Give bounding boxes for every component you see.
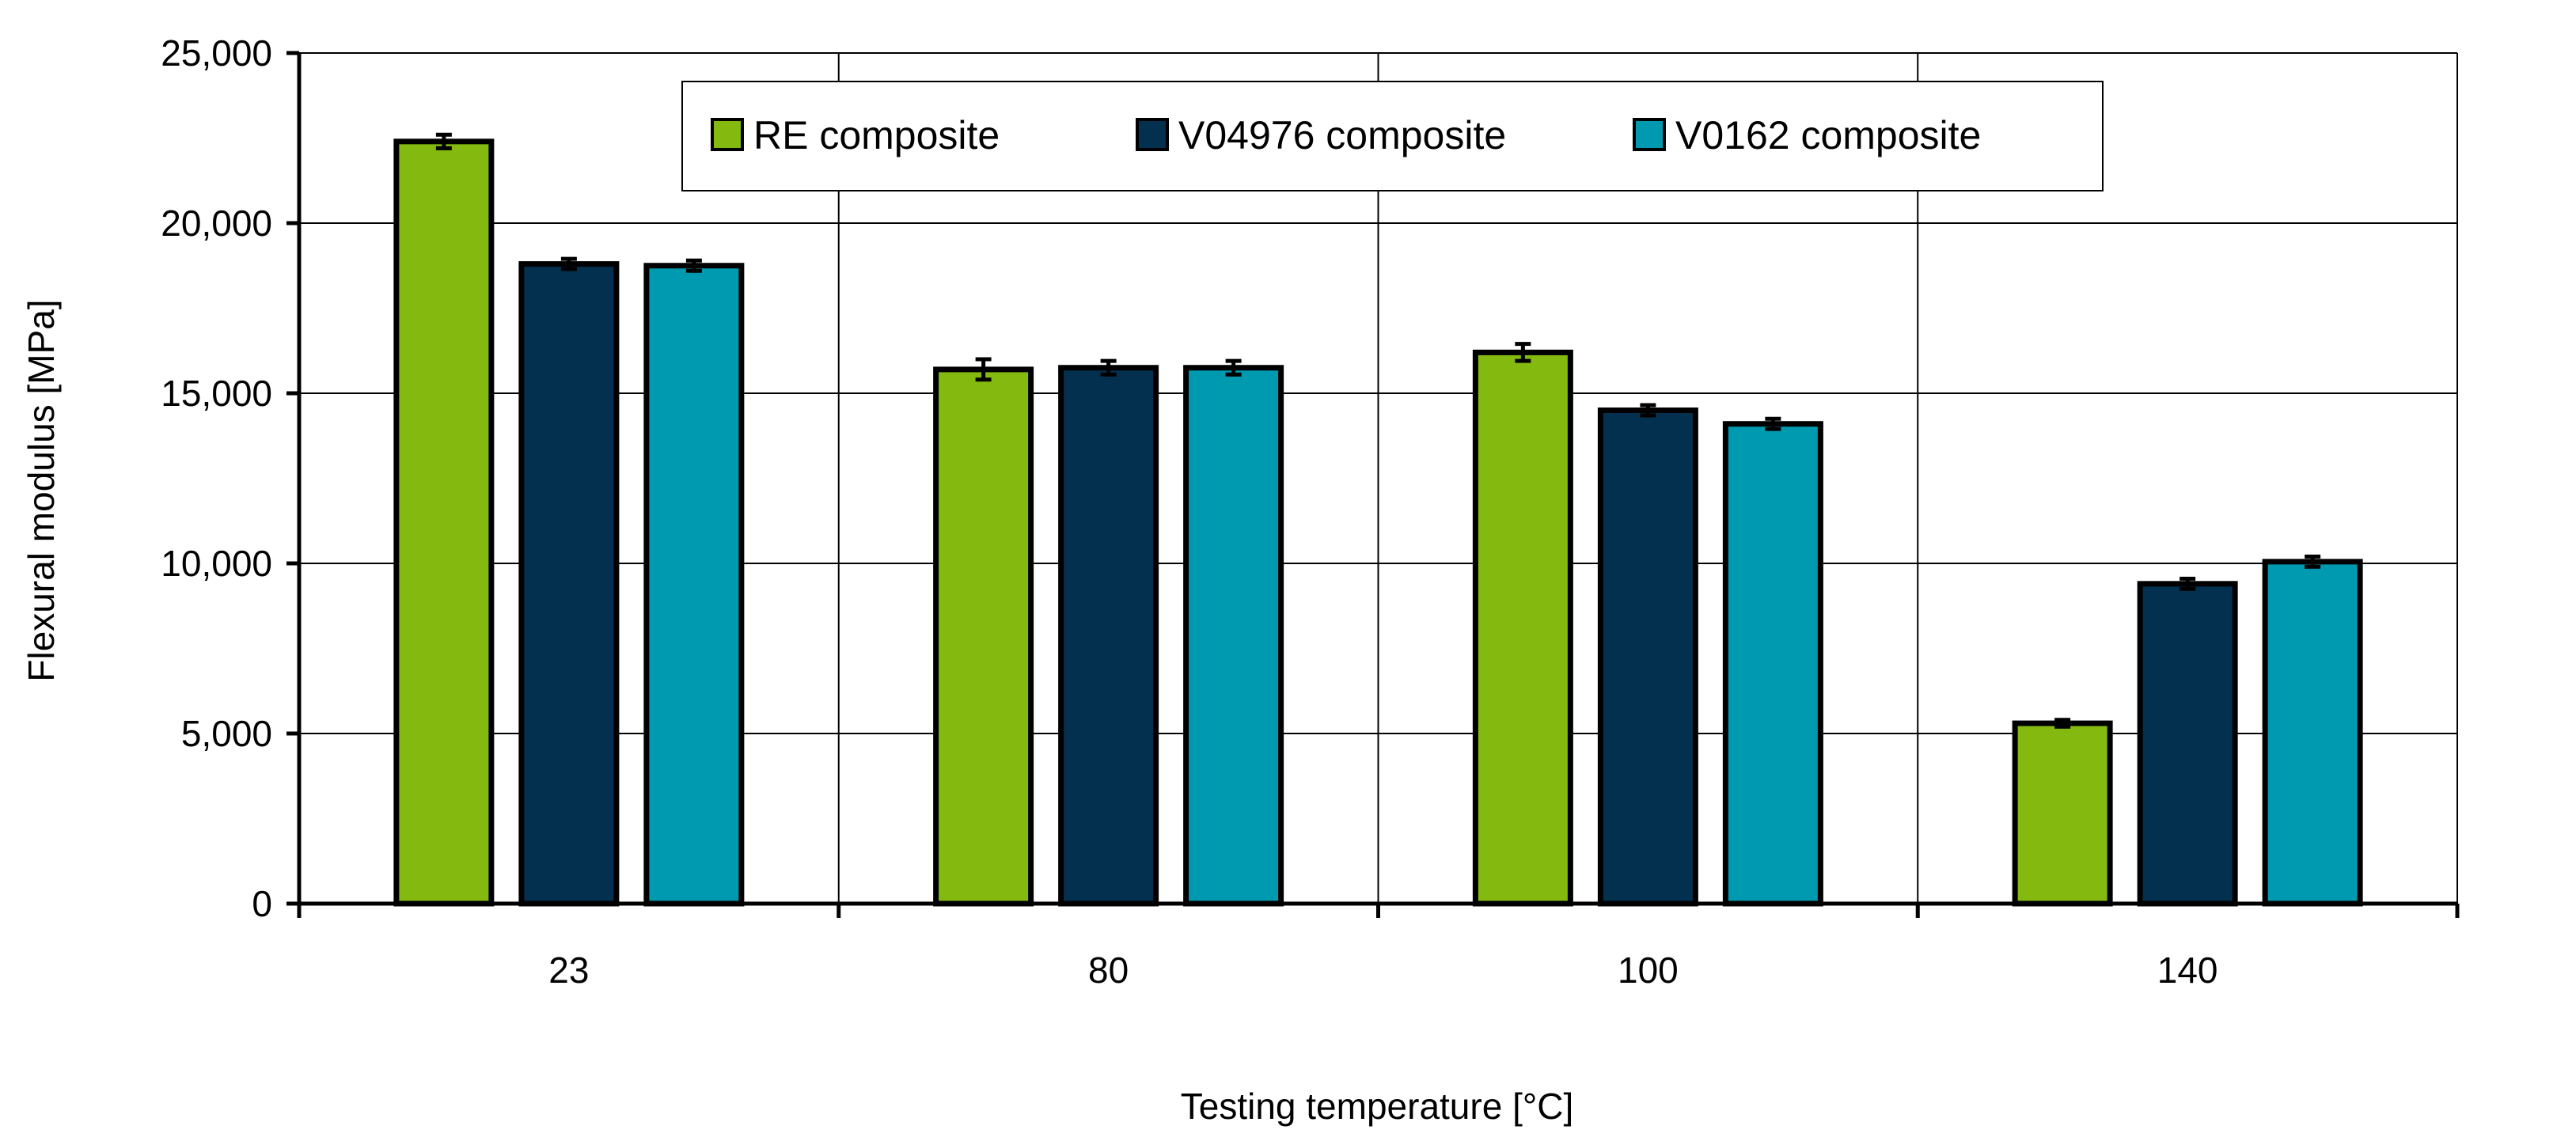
y-axis-title: Flexural modulus [MPa] — [21, 299, 62, 681]
x-tick-label: 100 — [1618, 950, 1679, 991]
legend-swatch — [711, 118, 744, 151]
legend-frame — [681, 81, 2104, 191]
legend-swatch — [1136, 118, 1169, 151]
bar — [2137, 581, 2238, 907]
bar — [393, 138, 495, 907]
bar — [1183, 365, 1284, 907]
legend: RE composite V04976 composite V0162 compos… — [681, 81, 2104, 191]
bar — [643, 263, 745, 907]
axes-layer — [286, 51, 2460, 918]
x-tick-label: 23 — [548, 950, 589, 991]
y-tick-label: 10,000 — [161, 543, 272, 584]
y-tick-label: 0 — [252, 883, 272, 924]
bar — [2012, 720, 2113, 907]
x-tick-label: 140 — [2157, 950, 2218, 991]
bar — [1597, 408, 1698, 907]
y-tick-label: 5,000 — [181, 713, 272, 754]
y-tick-label: 15,000 — [161, 373, 272, 414]
bar — [1058, 365, 1159, 907]
bar — [1722, 421, 1823, 907]
bar — [1472, 349, 1573, 907]
bar — [2262, 559, 2363, 907]
labels-layer: 0 5,000 10,000 15,000 20,000 25,000 23 80 100 140 — [161, 32, 2217, 991]
legend-label: V0162 composite — [1675, 113, 1981, 157]
x-axis-title: Testing temperature [°C] — [1181, 1086, 1574, 1127]
x-tick-label: 80 — [1088, 950, 1129, 991]
legend-label: RE composite — [753, 113, 1000, 157]
y-tick-label: 25,000 — [161, 32, 272, 74]
bar — [518, 261, 620, 907]
bars-layer — [393, 132, 2363, 907]
legend-swatch — [1633, 118, 1666, 151]
y-tick-label: 20,000 — [161, 203, 272, 244]
bar — [933, 366, 1034, 907]
legend-label: V04976 composite — [1178, 113, 1506, 157]
